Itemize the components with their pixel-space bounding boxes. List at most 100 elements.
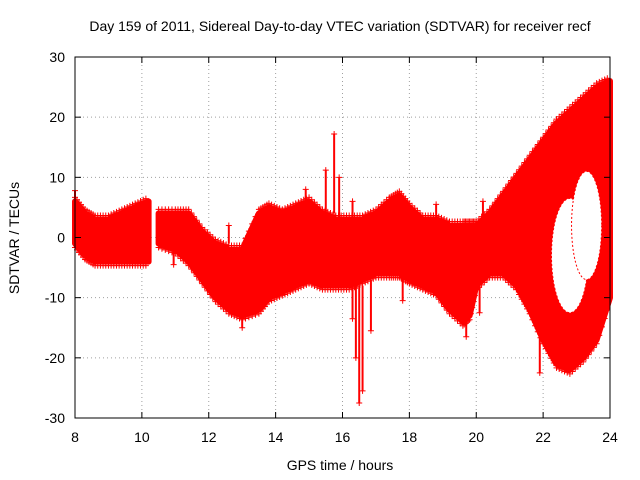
sdtvar-point: [223, 241, 230, 248]
sdtvar-point: [486, 206, 493, 213]
sdtvar-point: [370, 207, 377, 214]
sdtvar-point: [441, 216, 448, 223]
sdtvar-point: [137, 198, 144, 205]
sdtvar-point: [596, 78, 603, 85]
y-tick-label: -20: [45, 350, 65, 366]
sdtvar-point: [306, 280, 313, 287]
sdtvar-point: [553, 364, 560, 371]
sdtvar-point: [110, 210, 117, 217]
sdtvar-point: [521, 159, 528, 166]
sdtvar-point: [500, 188, 506, 195]
sdtvar-point: [497, 191, 504, 198]
sdtvar-point: [545, 127, 552, 134]
sdtvar-point: [532, 145, 539, 152]
sdtvar-point: [443, 217, 450, 224]
sdtvar-point: [228, 311, 235, 318]
sdtvar-point: [516, 291, 523, 298]
sdtvar-point: [598, 77, 605, 84]
sdtvar-point: [319, 206, 326, 213]
sdtvar-point: [596, 332, 603, 339]
x-axis-label: GPS time / hours: [287, 457, 394, 473]
sdtvar-point: [303, 281, 310, 288]
sdtvar-point: [417, 285, 424, 292]
sdtvar-point: [502, 184, 509, 191]
sdtvar-point: [162, 246, 169, 253]
sdtvar-point: [287, 202, 294, 209]
sdtvar-point: [443, 307, 450, 314]
sdtvar-point: [370, 275, 377, 282]
sdtvar-point: [409, 281, 416, 288]
sdtvar-point: [526, 310, 533, 317]
x-tick-label: 22: [535, 429, 551, 445]
sdtvar-point: [271, 296, 278, 303]
sdtvar-point: [215, 237, 222, 244]
sdtvar-point: [193, 217, 200, 224]
sdtvar-point: [292, 286, 299, 293]
sdtvar-point: [132, 200, 139, 207]
sdtvar-point: [273, 295, 280, 302]
sdtvar-point: [364, 278, 371, 285]
sdtvar-point: [273, 204, 280, 211]
sdtvar-point: [233, 314, 240, 321]
sdtvar-point: [116, 207, 123, 214]
sdtvar-point: [601, 315, 608, 322]
sdtvar-point: [438, 214, 445, 221]
sdtvar-point: [314, 284, 321, 291]
sdtvar-point: [532, 322, 539, 329]
x-tick-label: 8: [71, 429, 79, 445]
sdtvar-point: [521, 301, 528, 308]
sdtvar-point: [284, 290, 291, 297]
y-tick-label: 20: [49, 109, 65, 125]
sdtvar-point: [249, 220, 256, 227]
axis-ticks: 8 10 12 14 16 18 20 22 24 -30 -20 -10 0 10 20 30: [45, 49, 618, 445]
sdtvar-point: [556, 366, 563, 373]
x-tick-label: 16: [335, 429, 351, 445]
sdtvar-point: [601, 76, 608, 83]
sdtvar-point: [279, 292, 286, 299]
sdtvar-point: [508, 177, 515, 184]
data-layer: [72, 75, 613, 406]
sdtvar-point: [292, 200, 299, 207]
sdtvar-point: [298, 284, 305, 291]
sdtvar-point: [281, 291, 288, 298]
sdtvar-point: [242, 235, 249, 242]
sdtvar-point: [113, 208, 120, 215]
sdtvar-point: [518, 163, 525, 170]
sdtvar-point: [316, 285, 323, 292]
sdtvar-point: [466, 316, 473, 323]
sdtvar-point: [271, 202, 278, 209]
sdtvar-point: [245, 314, 252, 321]
y-tick-label: 30: [49, 49, 65, 65]
sdtvar-point: [441, 303, 448, 310]
y-tick-label: 10: [49, 169, 65, 185]
sdtvar-point: [193, 273, 200, 280]
sdtvar-point: [281, 205, 288, 212]
sdtvar-point: [201, 284, 208, 291]
sdtvar-point: [494, 195, 501, 202]
sdtvar-point: [414, 284, 421, 291]
sdtvar-point: [604, 307, 611, 314]
sdtvar-point: [564, 369, 571, 376]
sdtvar-point: [513, 170, 520, 177]
sdtvar-point: [300, 283, 307, 290]
sdtvar-point: [276, 293, 283, 300]
sdtvar-point: [526, 152, 533, 159]
sdtvar-point: [548, 355, 555, 362]
sdtvar-point: [249, 313, 256, 320]
sdtvar-point: [121, 205, 128, 212]
x-tick-label: 12: [201, 429, 217, 445]
sdtvar-point: [545, 350, 552, 357]
sdtvar-point: [425, 289, 432, 296]
sdtvar-point: [142, 262, 149, 269]
x-tick-label: 10: [134, 429, 150, 445]
sdtvar-point: [284, 204, 291, 211]
sdtvar-point: [204, 287, 211, 294]
sdtvar-point: [524, 305, 531, 312]
sdtvar-point: [268, 201, 275, 208]
sdtvar-point: [582, 355, 589, 362]
sdtvar-point: [279, 206, 286, 213]
sdtvar-point: [598, 323, 605, 330]
sdtvar-point: [427, 290, 434, 297]
sdtvar-point: [242, 315, 249, 322]
sdtvar-point: [124, 204, 131, 211]
